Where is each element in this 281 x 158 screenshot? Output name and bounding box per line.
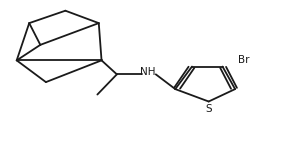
Text: NH: NH xyxy=(140,67,156,77)
Text: S: S xyxy=(205,104,212,114)
Text: Br: Br xyxy=(238,55,249,65)
